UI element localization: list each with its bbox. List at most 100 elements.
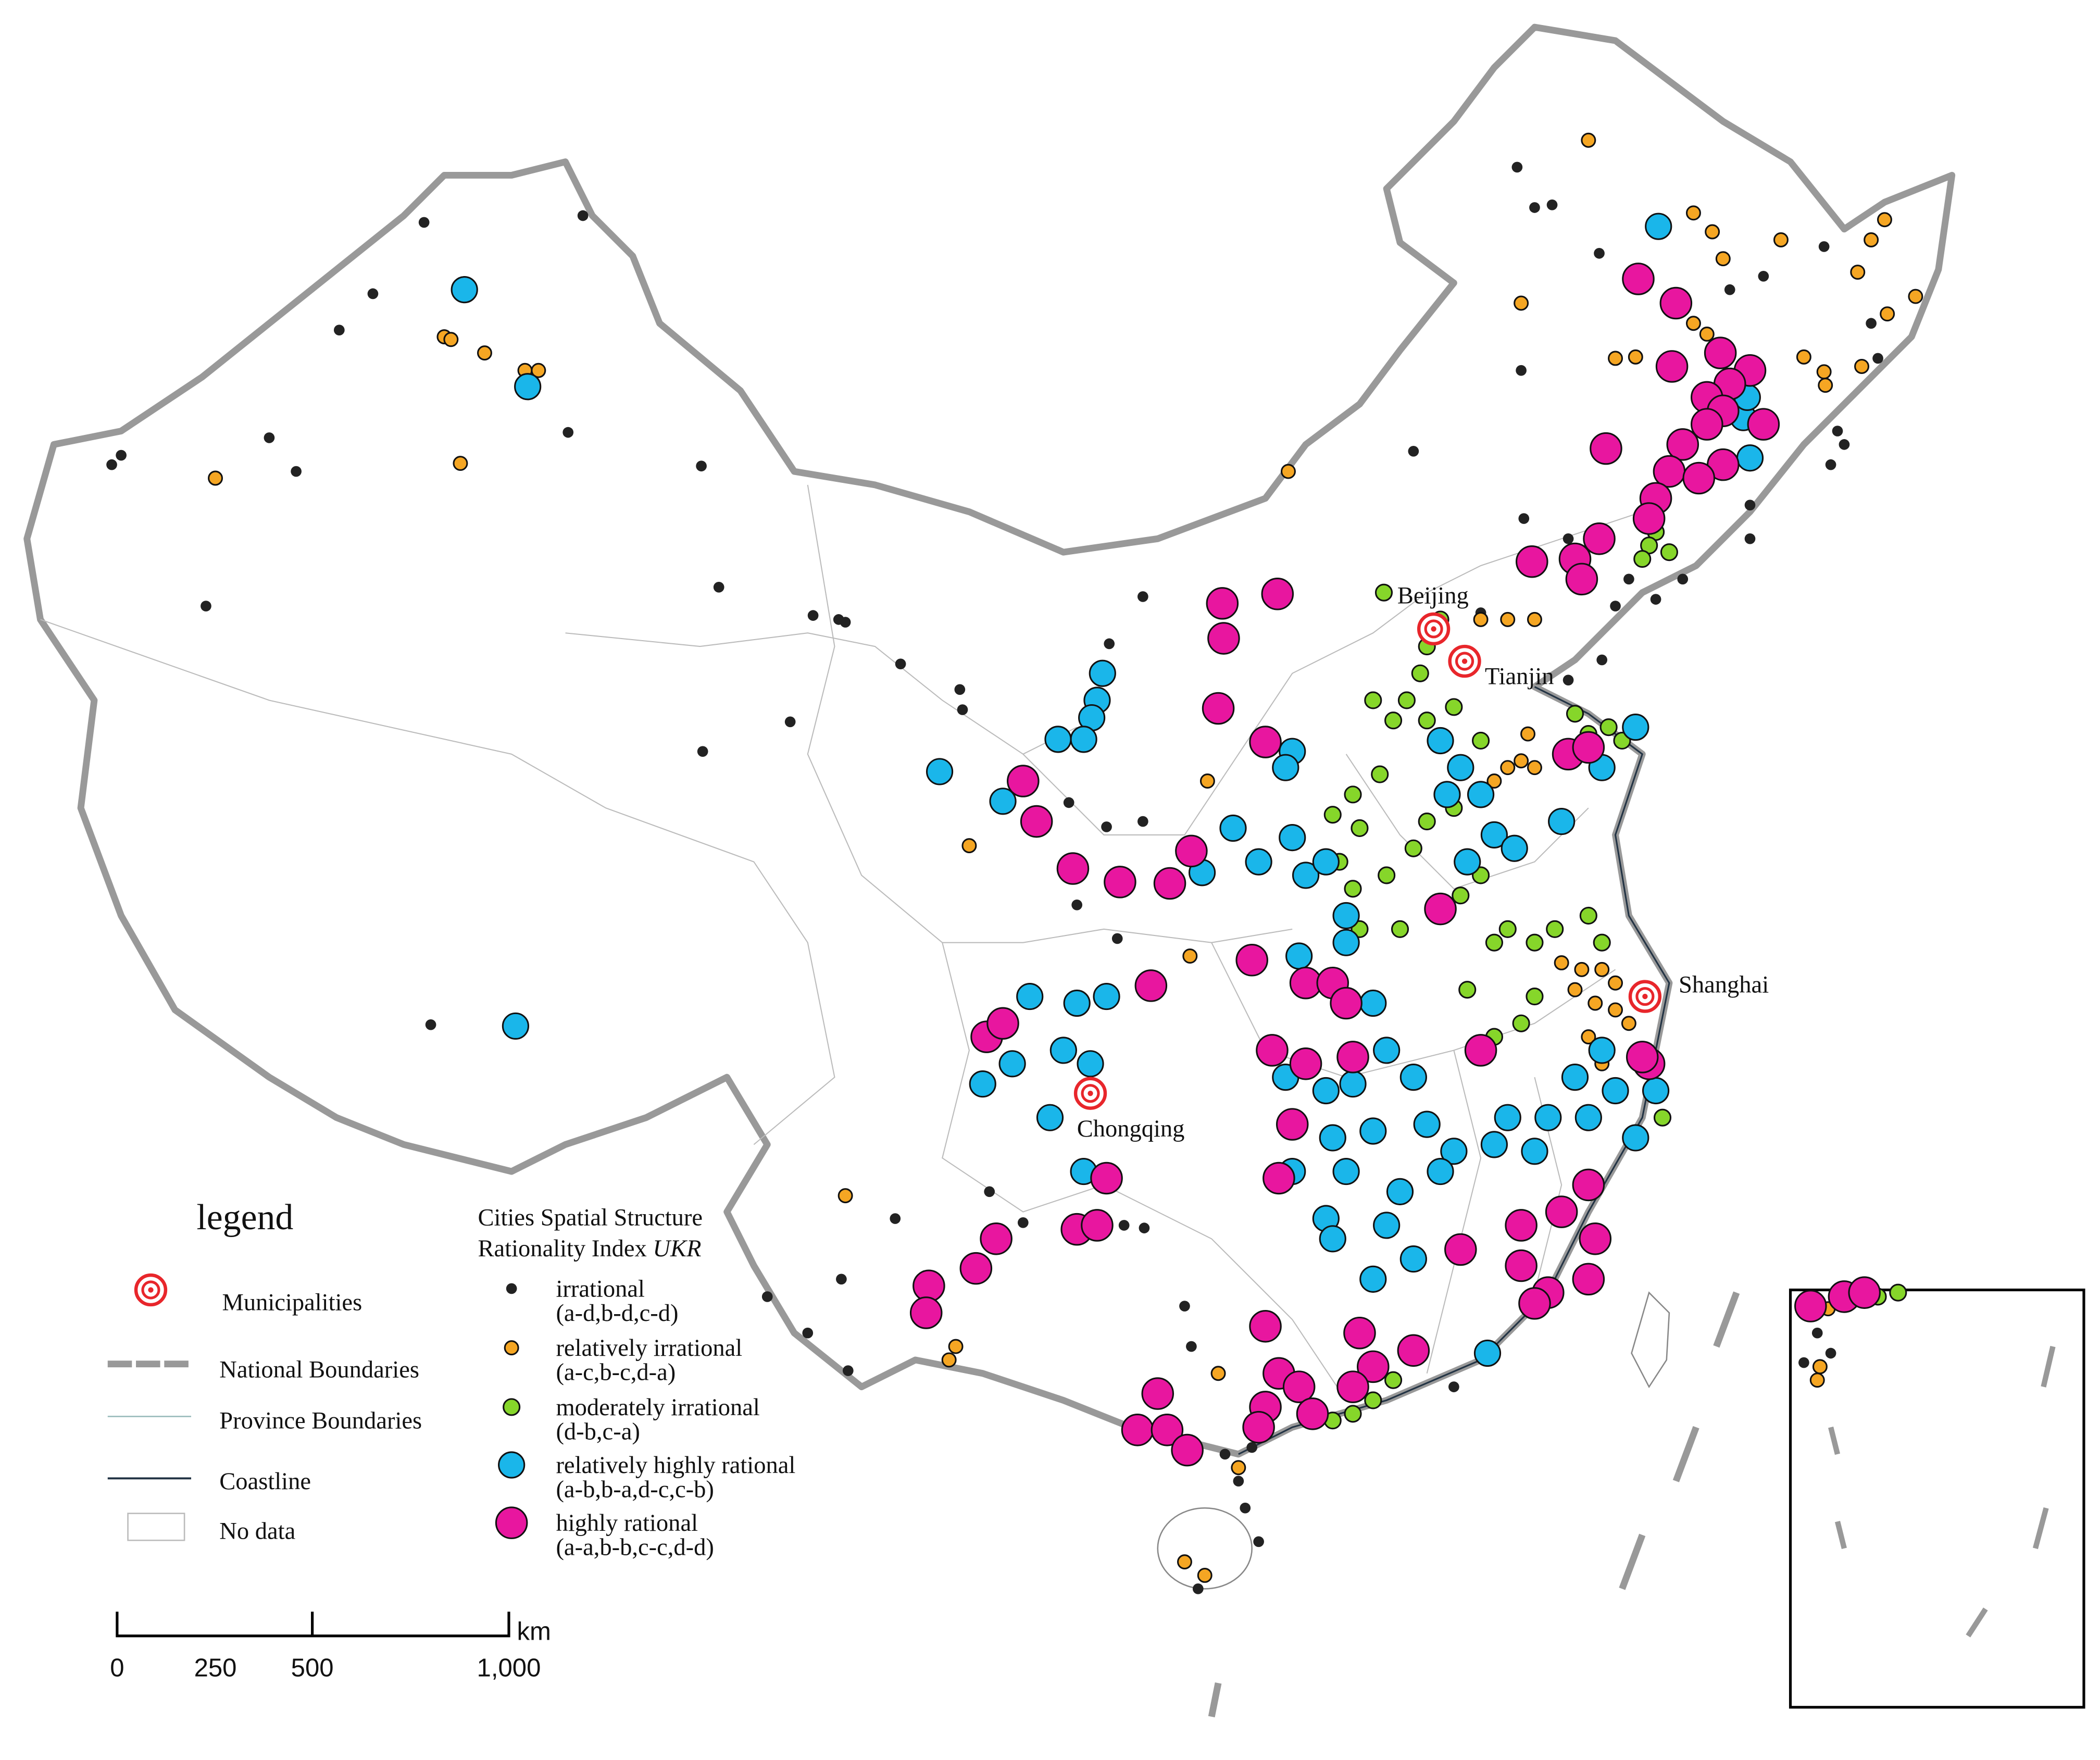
city-dot: [984, 1186, 995, 1197]
city-dot: [1433, 781, 1461, 808]
city-dot: [1565, 563, 1598, 596]
city-dot: [1866, 318, 1877, 329]
city-dot: [1186, 1341, 1197, 1352]
city-dot: [1705, 224, 1720, 240]
scale-label: 250: [194, 1654, 237, 1682]
city-dot: [1642, 1077, 1670, 1105]
city-dot: [1464, 1034, 1497, 1067]
city-dot: [498, 1451, 526, 1479]
city-dot: [367, 288, 379, 299]
city-dot: [1825, 1347, 1836, 1359]
city-dot: [1773, 232, 1789, 247]
city-dot: [1017, 1217, 1029, 1228]
city-dot: [514, 373, 542, 401]
city-dot: [1486, 773, 1502, 789]
city-dot: [1574, 1104, 1602, 1131]
city-dot: [1546, 920, 1564, 938]
legend-label: Coastline: [219, 1468, 311, 1495]
city-dot: [1384, 1371, 1403, 1389]
city-dot: [1344, 785, 1362, 804]
city-dot: [1622, 263, 1655, 295]
city-dot: [502, 1012, 530, 1040]
city-dot: [1511, 161, 1523, 173]
city-dot: [1653, 1108, 1672, 1127]
city-dot: [1207, 622, 1240, 655]
city-dot: [1877, 212, 1892, 228]
city-dot: [1378, 866, 1396, 884]
city-dot: [1231, 1460, 1246, 1476]
city-dot: [1744, 500, 1756, 511]
ukr-title-italic: UKR: [653, 1235, 701, 1262]
city-dot: [425, 1019, 436, 1030]
city-dot: [1848, 1276, 1881, 1309]
city-dot: [1623, 573, 1634, 585]
city-dot: [1653, 455, 1686, 488]
city-dot: [1660, 543, 1678, 561]
city-dot: [1908, 289, 1923, 304]
city-dot: [1249, 726, 1282, 758]
city-dot: [1485, 933, 1503, 952]
legend-label: Province Boundaries: [219, 1408, 422, 1434]
city-dot: [1090, 1162, 1123, 1195]
city-dot: [1351, 819, 1369, 838]
city-dot: [1818, 378, 1833, 393]
city-label: Chongqing: [1077, 1116, 1185, 1142]
city-dot: [1579, 906, 1597, 925]
city-dot: [1397, 1334, 1430, 1367]
city-dot: [840, 617, 851, 628]
city-dot: [1175, 834, 1208, 868]
city-dot: [761, 1291, 773, 1302]
city-dot: [1339, 1070, 1367, 1098]
city-dot: [1579, 1222, 1612, 1255]
city-dot: [495, 1506, 528, 1539]
city-dot: [1825, 459, 1836, 470]
city-dot: [418, 217, 430, 228]
city-dot: [1594, 962, 1610, 977]
city-dot: [1832, 426, 1843, 436]
city-dot: [1081, 1209, 1114, 1242]
city-dot: [1357, 1350, 1390, 1383]
city-dot: [1516, 545, 1548, 578]
city-dot: [1049, 1037, 1077, 1064]
city-dot: [1210, 1366, 1226, 1381]
city-dot: [1171, 1433, 1204, 1467]
city-dot: [1593, 933, 1611, 952]
city-dot: [1494, 1104, 1521, 1131]
scale-label: 1,000: [477, 1654, 541, 1682]
city-dot: [1056, 852, 1090, 885]
city-dot: [1889, 1283, 1907, 1302]
city-dot: [1514, 753, 1529, 769]
city-dot: [1399, 1245, 1427, 1273]
city-dot: [1521, 1138, 1548, 1165]
city-dot: [1621, 1016, 1636, 1031]
city-dot: [208, 470, 223, 486]
city-label: Shanghai: [1679, 971, 1769, 998]
city-dot: [1063, 797, 1074, 808]
city-dot: [1359, 1265, 1387, 1293]
city-dot: [1418, 712, 1436, 730]
city-dot: [1581, 132, 1596, 148]
city-dot: [1242, 1411, 1275, 1444]
city-dot: [1427, 727, 1454, 755]
city-dot: [1545, 1195, 1578, 1228]
city-dot: [1219, 1449, 1231, 1460]
city-dot: [1574, 962, 1590, 977]
city-dot: [1659, 286, 1693, 320]
city-dot: [842, 1365, 854, 1376]
city-dot: [784, 716, 796, 728]
city-dot: [1261, 577, 1294, 610]
ukr-class-name: moderately irrational: [556, 1394, 759, 1421]
city-dot: [1736, 444, 1764, 472]
city-dot: [1134, 969, 1168, 1002]
city-dot: [986, 1007, 1019, 1040]
city-dot: [989, 788, 1017, 815]
city-dot: [1747, 408, 1780, 441]
city-dot: [1444, 1233, 1477, 1266]
city-dot: [1562, 533, 1574, 544]
city-dot: [1691, 408, 1723, 441]
city-dot: [1440, 1138, 1468, 1165]
city-dot: [1408, 445, 1419, 457]
scale-label: 0: [110, 1654, 124, 1682]
ukr-title: Rationality Index: [478, 1235, 653, 1262]
city-dot: [1546, 199, 1558, 210]
